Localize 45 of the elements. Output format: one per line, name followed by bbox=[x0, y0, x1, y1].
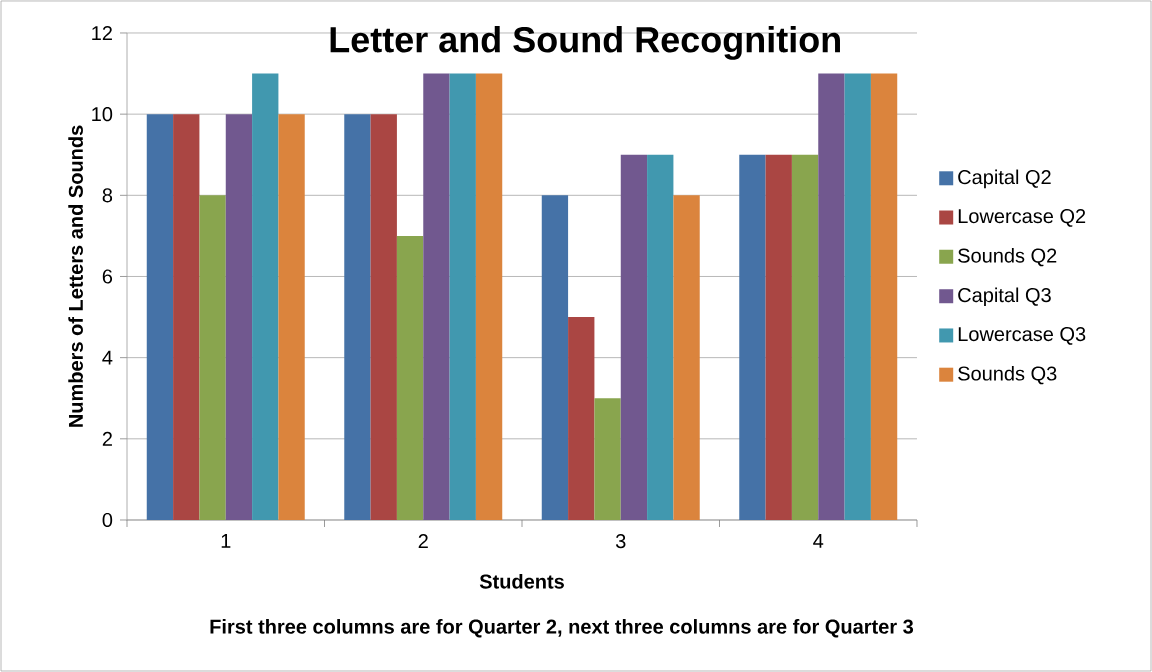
y-tick-label: 12 bbox=[92, 26, 112, 40]
x-tick-label: 3 bbox=[615, 534, 626, 549]
bar bbox=[449, 73, 476, 520]
legend-label: Sounds Q3 bbox=[958, 365, 1057, 385]
bar bbox=[818, 73, 845, 520]
bar bbox=[199, 195, 226, 520]
legend-label: Sounds Q2 bbox=[958, 247, 1057, 267]
x-tick-label: 1 bbox=[221, 534, 231, 548]
bar bbox=[673, 195, 700, 520]
bar bbox=[396, 235, 424, 520]
y-tick-label: 6 bbox=[102, 269, 113, 284]
bar bbox=[278, 114, 305, 520]
x-axis-title: Students bbox=[479, 573, 564, 589]
bar bbox=[739, 154, 766, 520]
y-tick-label: 0 bbox=[102, 512, 113, 528]
bar bbox=[765, 154, 792, 520]
bar bbox=[541, 195, 569, 520]
legend-label: Capital Q3 bbox=[958, 287, 1051, 307]
bar bbox=[870, 73, 898, 520]
legend-label: Lowercase Q2 bbox=[958, 209, 1086, 227]
bar bbox=[225, 114, 253, 520]
y-tick-label: 4 bbox=[102, 350, 113, 365]
x-tick-label: 2 bbox=[418, 534, 428, 549]
bar bbox=[344, 114, 371, 520]
text: First three columns are for Quarter 2, next three columns are for Quarter 3 bbox=[210, 619, 914, 638]
y-tick-label: 8 bbox=[102, 188, 113, 203]
bar bbox=[146, 114, 174, 520]
x-tick-label: 4 bbox=[813, 534, 824, 548]
bar bbox=[173, 114, 200, 520]
legend-label: Lowercase Q3 bbox=[958, 326, 1086, 345]
bar bbox=[791, 154, 819, 520]
bar bbox=[252, 73, 279, 520]
bar bbox=[423, 73, 450, 520]
bar bbox=[594, 398, 621, 520]
y-axis-title: Numbers of Letters and Sounds bbox=[68, 125, 83, 427]
bar bbox=[647, 154, 674, 520]
bar bbox=[475, 73, 503, 520]
y-tick-label: 2 bbox=[102, 431, 112, 446]
bar bbox=[844, 73, 871, 520]
bar bbox=[620, 154, 648, 520]
y-tick-label: 10 bbox=[92, 107, 113, 122]
bar bbox=[568, 317, 595, 520]
legend-label: Capital Q2 bbox=[958, 169, 1051, 189]
chart-title: Letter and Sound Recognition bbox=[330, 26, 840, 60]
bar bbox=[370, 114, 397, 520]
